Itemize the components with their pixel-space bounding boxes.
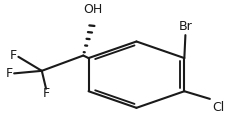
Text: F: F	[5, 67, 12, 80]
Text: F: F	[9, 49, 17, 62]
Text: F: F	[42, 87, 50, 100]
Text: OH: OH	[83, 3, 102, 16]
Text: Cl: Cl	[211, 101, 223, 115]
Text: Br: Br	[178, 20, 191, 33]
